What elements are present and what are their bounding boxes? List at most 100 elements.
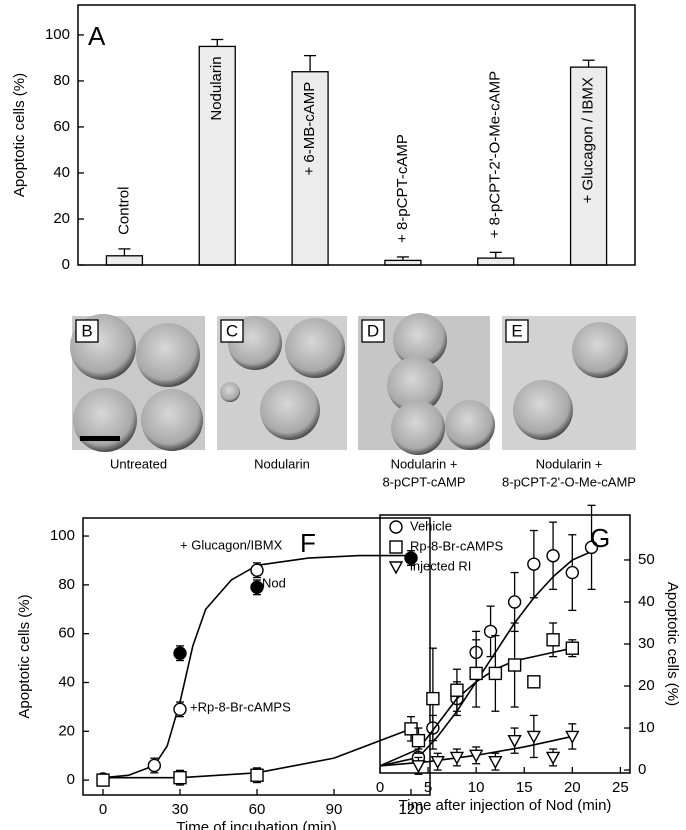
point (483, 624, 498, 639)
category-label: Nodularin (208, 56, 225, 120)
bar (198, 45, 236, 266)
x-tick-label: 0 (99, 801, 107, 818)
y-tick-label: 60 (58, 625, 75, 642)
y-axis-label: Apoptotic cells (%) (11, 73, 28, 197)
y-tick-label: 10 (638, 719, 655, 736)
point (507, 595, 522, 609)
annotation: + Glucagon/IBMX (180, 537, 283, 552)
point (173, 646, 187, 660)
x-tick-label: 120 (398, 801, 423, 818)
point (546, 549, 560, 563)
y-tick-label: 50 (638, 551, 655, 568)
point (507, 658, 522, 672)
bar (477, 257, 515, 266)
panel-letter: G (590, 523, 610, 553)
x-tick-label: 5 (424, 779, 432, 796)
x-tick-label: 0 (376, 779, 384, 796)
x-tick-label: 20 (564, 779, 581, 796)
category-label: + 8-pCPT-2'-O-Me-cAMP (487, 71, 504, 238)
y-tick-label: 20 (53, 210, 70, 227)
point (404, 551, 418, 565)
annotation: Nod (262, 575, 286, 590)
point (173, 770, 187, 785)
point (527, 557, 541, 571)
category-label: + Glucagon / IBMX (580, 77, 597, 203)
image-caption: 8-pCPT-2'-O-Me-cAMP (502, 474, 636, 489)
point (565, 641, 580, 655)
category-label: Control (115, 187, 132, 235)
bar (291, 71, 329, 266)
y-tick-label: 0 (67, 771, 75, 788)
point (147, 758, 162, 773)
legend-label: Rp-8-Br-cAMPS (410, 538, 504, 553)
x-axis-label: Time after injection of Nod (min) (399, 797, 612, 814)
point (250, 580, 264, 595)
point (411, 733, 426, 748)
y-tick-label: 0 (638, 761, 646, 778)
point (411, 760, 426, 774)
image-caption: Nodularin + (536, 456, 603, 471)
bar (105, 255, 144, 266)
legend-symbol (389, 540, 403, 554)
image-letter: B (81, 321, 92, 340)
y-tick-label: 20 (638, 677, 655, 694)
y-tick-label: 100 (45, 26, 70, 43)
point (250, 563, 264, 577)
y-tick-label: 80 (58, 576, 75, 593)
y-tick-label: 40 (53, 164, 70, 181)
point (404, 722, 418, 736)
point (426, 691, 440, 706)
y-tick-label: 40 (58, 673, 75, 690)
legend-label: injected RI (410, 558, 471, 573)
annotation: +Rp-8-Br-cAMPS (190, 699, 291, 714)
point (546, 633, 560, 647)
point (545, 751, 561, 765)
point (468, 749, 484, 763)
category-label: + 8-pCPT-cAMP (394, 134, 411, 243)
point (488, 666, 503, 681)
point (96, 773, 110, 787)
y-tick-label: 0 (62, 256, 70, 273)
x-tick-label: 30 (172, 801, 189, 818)
point (469, 666, 483, 681)
point (450, 683, 464, 697)
plot-frame (82, 517, 431, 796)
panel-letter: F (300, 528, 316, 558)
y-tick-label: 30 (638, 635, 655, 652)
legend-label: Vehicle (410, 518, 452, 533)
letter-box (220, 319, 244, 343)
x-tick-label: 90 (326, 801, 343, 818)
letter-box (75, 319, 99, 343)
image-caption: 8-pCPT-cAMP (382, 474, 465, 489)
image-letter: E (511, 321, 522, 340)
category-label: + 6-MB-cAMP (301, 82, 318, 176)
point (250, 768, 264, 782)
image-letter: C (226, 321, 238, 340)
point (449, 751, 465, 765)
point (584, 540, 599, 555)
point (526, 730, 542, 744)
point (488, 755, 503, 770)
x-axis-label: Time of incubation (min) (176, 819, 336, 830)
x-tick-label: 25 (612, 779, 629, 796)
y-tick-label: 80 (53, 72, 70, 89)
bar (569, 66, 608, 266)
point (507, 734, 522, 749)
y-tick-label: 60 (53, 118, 70, 135)
image-caption: Untreated (110, 456, 167, 471)
legend-symbol (388, 561, 404, 575)
point (527, 675, 541, 689)
point (565, 565, 580, 580)
micrograph-d (358, 313, 495, 455)
panel-letter: A (88, 21, 106, 51)
fit-line (379, 647, 573, 767)
y-axis-label: Apoptotic cells (%) (16, 594, 33, 718)
legend-symbol (389, 520, 403, 534)
point (173, 702, 187, 717)
point (430, 755, 445, 770)
point (565, 730, 580, 744)
image-caption: Nodularin (254, 456, 310, 471)
micrograph-b (70, 314, 205, 452)
